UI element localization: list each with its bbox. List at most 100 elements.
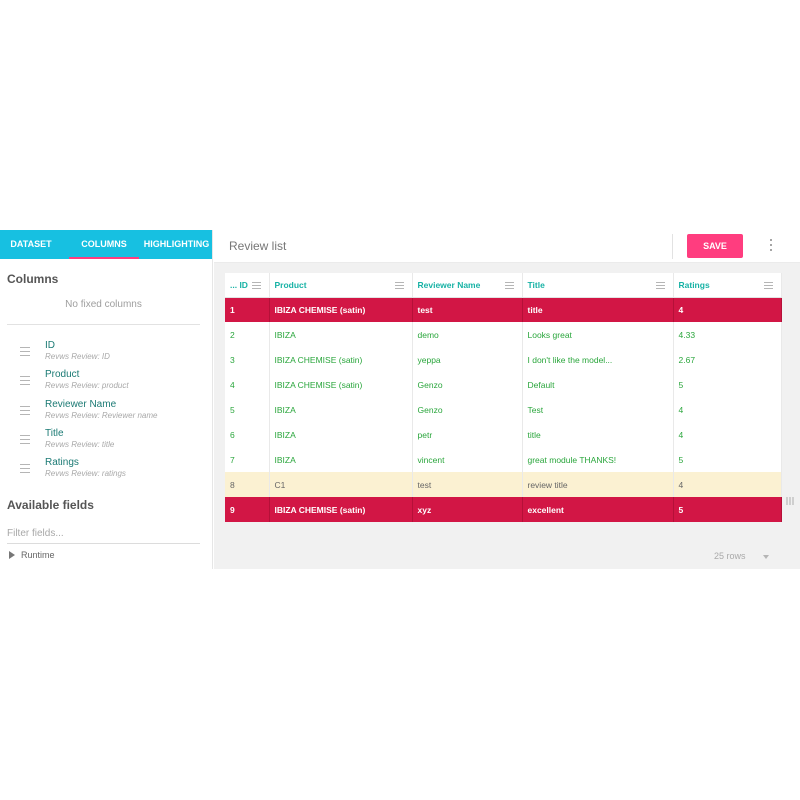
table-cell: review title — [522, 472, 674, 497]
column-header-label: Ratings — [678, 279, 710, 290]
more-vert-icon[interactable] — [766, 239, 776, 255]
column-name: Ratings — [45, 457, 79, 469]
table-cell: xyz — [412, 497, 523, 522]
header-bar: Review list SAVE — [214, 230, 800, 263]
table-row[interactable]: 9 IBIZA CHEMISE (satin) xyz excellent 5 — [225, 497, 782, 522]
column-header-label: Title — [527, 279, 545, 290]
column-header-label: ... ID — [230, 279, 248, 290]
table-cell: Test — [522, 397, 674, 422]
column-header-label: Product — [274, 279, 307, 290]
resize-handle[interactable] — [786, 492, 796, 505]
tab-dataset[interactable]: DATASET — [10, 239, 52, 249]
table-cell: IBIZA CHEMISE (satin) — [269, 497, 413, 522]
table-cell: Default — [522, 372, 674, 397]
table-cell: IBIZA — [269, 322, 413, 347]
table-row[interactable]: 5 IBIZA Genzo Test 4 — [225, 397, 782, 422]
column-name: Product — [45, 369, 80, 381]
column-menu-icon[interactable] — [655, 282, 665, 291]
table-cell: 5 — [225, 397, 270, 422]
tab-bar: DATASET COLUMNS HIGHLIGHTING — [0, 230, 212, 259]
table-cell: 8 — [225, 472, 270, 497]
table-cell: 5 — [673, 497, 782, 522]
column-header-label: Reviewer Name — [417, 279, 481, 290]
table-cell: 4 — [673, 397, 782, 422]
table-cell: 3 — [225, 347, 270, 372]
column-name: Title — [45, 427, 64, 439]
drag-handle-icon[interactable] — [20, 376, 30, 386]
column-item[interactable]: Reviewer Name Revws Review: Reviewer name — [0, 399, 207, 427]
table-cell: 4 — [673, 422, 782, 447]
table-cell: 2 — [225, 322, 270, 347]
chevron-down-icon[interactable] — [763, 555, 769, 559]
table-cell: petr — [412, 422, 523, 447]
table-cell: 7 — [225, 447, 270, 472]
table-cell: 4 — [673, 297, 782, 322]
column-source: Revws Review: ID — [45, 352, 110, 361]
drag-handle-icon[interactable] — [20, 464, 30, 474]
tab-columns[interactable]: COLUMNS — [69, 230, 139, 259]
save-button[interactable]: SAVE — [687, 234, 743, 258]
column-source: Revws Review: title — [45, 439, 115, 449]
filter-fields-input[interactable] — [7, 524, 200, 544]
column-name: Reviewer Name — [45, 398, 117, 410]
tab-highlighting[interactable]: HIGHLIGHTING — [143, 239, 210, 249]
table-cell: excellent — [522, 497, 674, 522]
column-name: ID — [45, 340, 55, 351]
table-row[interactable]: 3 IBIZA CHEMISE (satin) yeppa I don't like … — [225, 347, 782, 372]
table-row[interactable]: 2 IBIZA demo Looks great 4.33 — [225, 322, 782, 347]
no-fixed-columns-text: No fixed columns — [65, 299, 142, 310]
row-count-select[interactable]: 25 rows — [714, 551, 746, 561]
column-header-title[interactable]: Title — [522, 273, 674, 298]
divider — [672, 234, 673, 259]
column-menu-icon[interactable] — [763, 282, 773, 291]
table-cell: 6 — [225, 422, 270, 447]
app-window: DATASET COLUMNS HIGHLIGHTING Columns No … — [0, 230, 800, 569]
column-source: Revws Review: Reviewer name — [45, 410, 158, 420]
table-cell: C1 — [269, 472, 413, 497]
drag-handle-icon[interactable] — [20, 347, 30, 356]
column-menu-icon[interactable] — [504, 282, 514, 291]
available-fields-title: Available fields — [7, 498, 94, 512]
column-item[interactable]: Title Revws Review: title — [0, 428, 207, 456]
table-cell: test — [412, 472, 523, 497]
table-cell: I don't like the model... — [522, 347, 674, 372]
column-menu-icon[interactable] — [251, 282, 261, 291]
table-cell: IBIZA — [269, 422, 413, 447]
column-source: Revws Review: product — [45, 381, 129, 391]
column-item[interactable]: Ratings Revws Review: ratings — [0, 457, 207, 485]
table-cell: 1 — [225, 297, 270, 322]
column-source: Revws Review: ratings — [45, 469, 126, 479]
column-header-reviewer-name[interactable]: Reviewer Name — [412, 273, 523, 298]
tree-item-runtime[interactable]: Runtime — [9, 550, 55, 560]
table-cell: IBIZA — [269, 447, 413, 472]
column-item[interactable]: ID Revws Review: ID — [0, 340, 207, 368]
table-row[interactable]: 8 C1 test review title 4 — [225, 472, 782, 497]
table-cell: IBIZA — [269, 397, 413, 422]
drag-handle-icon[interactable] — [20, 405, 30, 415]
table-cell: title — [522, 297, 674, 322]
review-table: ... ID Product Reviewer Name Title Ratings 1… — [225, 273, 782, 522]
table-cell: demo — [412, 322, 523, 347]
table-cell: Looks great — [522, 322, 674, 347]
table-row[interactable]: 6 IBIZA petr title 4 — [225, 422, 782, 447]
table-cell: vincent — [412, 447, 523, 472]
page-title: Review list — [229, 239, 287, 253]
table-row[interactable]: 7 IBIZA vincent great module THANKS! 5 — [225, 447, 782, 472]
table-row[interactable]: 1 IBIZA CHEMISE (satin) test title 4 — [225, 297, 782, 322]
column-header-id[interactable]: ... ID — [225, 273, 270, 298]
table-cell: IBIZA CHEMISE (satin) — [269, 347, 413, 372]
tree-item-collapsed[interactable] — [9, 566, 23, 569]
columns-section-title: Columns — [7, 272, 59, 286]
table-cell: 4 — [673, 472, 782, 497]
table-cell: 5 — [673, 372, 782, 397]
column-header-product[interactable]: Product — [269, 273, 413, 298]
column-header-ratings[interactable]: Ratings — [673, 273, 782, 298]
table-cell: great module THANKS! — [522, 447, 674, 472]
drag-handle-icon[interactable] — [20, 434, 30, 444]
table-row[interactable]: 4 IBIZA CHEMISE (satin) Genzo Default 5 — [225, 372, 782, 397]
tree-item-label: Runtime — [21, 550, 55, 560]
column-menu-icon[interactable] — [394, 282, 404, 291]
column-item[interactable]: Product Revws Review: product — [0, 369, 207, 397]
table-cell: 4.33 — [673, 322, 782, 347]
table-cell: test — [412, 297, 523, 322]
